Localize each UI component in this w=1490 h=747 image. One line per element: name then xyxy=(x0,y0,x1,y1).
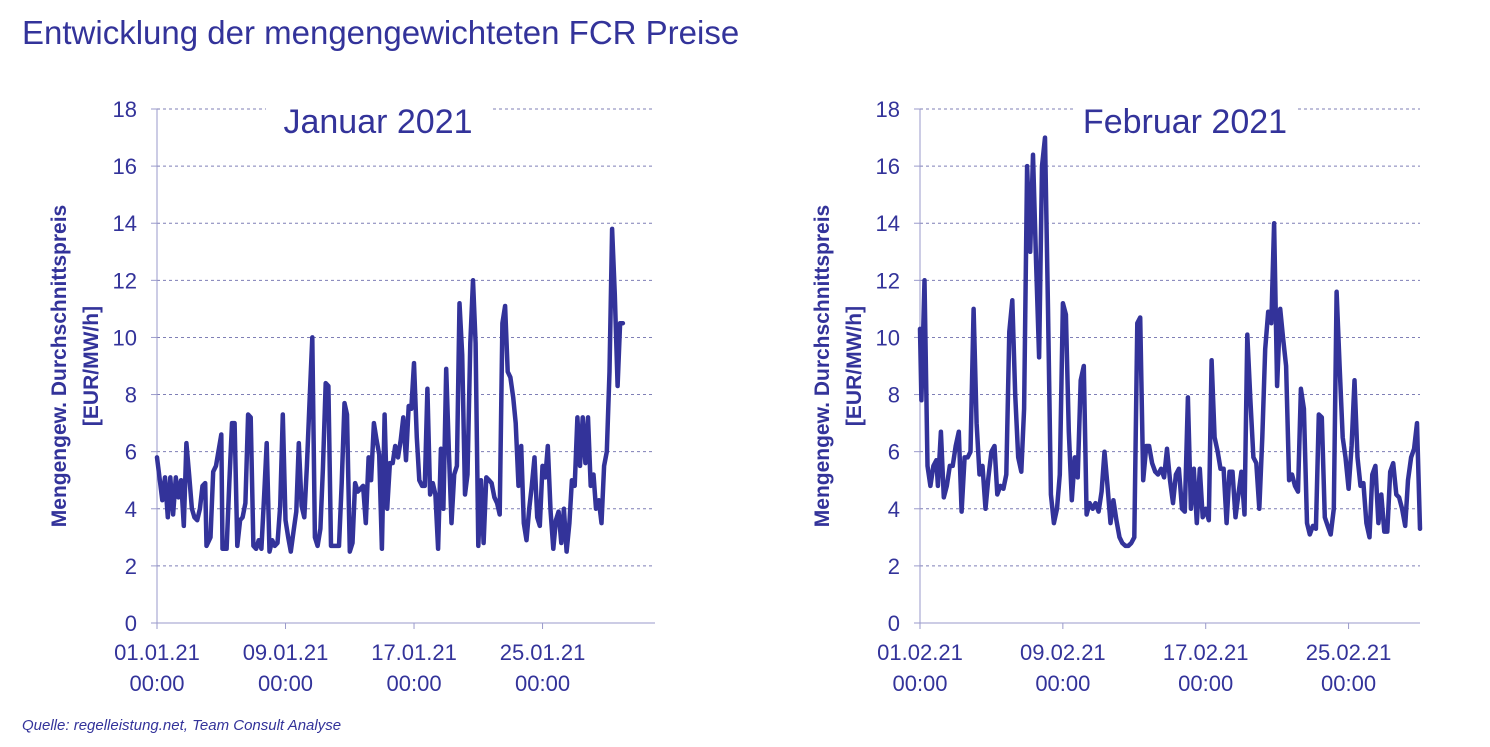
y-tick-label: 2 xyxy=(125,554,137,579)
x-tick-label-time: 00:00 xyxy=(129,671,184,696)
x-tick-label-time: 00:00 xyxy=(1321,671,1376,696)
y-tick-label: 12 xyxy=(876,268,900,293)
y-tick-label: 0 xyxy=(888,611,900,636)
x-tick-label-date: 01.02.21 xyxy=(877,640,963,665)
y-tick-label: 8 xyxy=(888,383,900,408)
series-line xyxy=(917,135,1423,549)
y-tick-label: 4 xyxy=(888,497,900,522)
y-tick-label: 16 xyxy=(113,154,137,179)
y-tick-label: 4 xyxy=(125,497,137,522)
chart-title: Februar 2021 xyxy=(1083,103,1287,141)
series-line xyxy=(154,226,626,554)
chart-title-backdrop xyxy=(266,103,490,147)
y-tick-label: 14 xyxy=(876,211,900,236)
y-tick-label: 0 xyxy=(125,611,137,636)
chart-title: Januar 2021 xyxy=(283,103,472,141)
x-tick-label-time: 00:00 xyxy=(258,671,313,696)
x-tick-label-time: 00:00 xyxy=(515,671,570,696)
x-tick-label-time: 00:00 xyxy=(892,671,947,696)
y-axis-label: Mengengew. Durchschnittspreis xyxy=(48,205,71,527)
x-tick-label-date: 25.01.21 xyxy=(500,640,586,665)
source-note: Quelle: regelleistung.net, Team Consult … xyxy=(22,717,342,734)
x-tick-label-date: 09.01.21 xyxy=(243,640,329,665)
y-tick-label: 10 xyxy=(876,325,900,350)
y-tick-label: 18 xyxy=(113,97,137,122)
y-tick-label: 2 xyxy=(888,554,900,579)
x-tick-label-time: 00:00 xyxy=(1035,671,1090,696)
x-tick-label-date: 17.02.21 xyxy=(1163,640,1249,665)
x-tick-label-time: 00:00 xyxy=(387,671,442,696)
y-tick-label: 14 xyxy=(113,211,137,236)
x-tick-label-date: 17.01.21 xyxy=(371,640,457,665)
x-tick-label-date: 25.02.21 xyxy=(1306,640,1392,665)
y-tick-label: 18 xyxy=(876,97,900,122)
x-tick-label-time: 00:00 xyxy=(1178,671,1233,696)
y-tick-label: 16 xyxy=(876,154,900,179)
x-tick-label-date: 09.02.21 xyxy=(1020,640,1106,665)
y-axis-label: Mengengew. Durchschnittspreis xyxy=(811,205,834,527)
y-tick-label: 12 xyxy=(113,268,137,293)
y-axis-unit: [EUR/MW/h] xyxy=(843,306,866,426)
x-tick-label-date: 01.01.21 xyxy=(114,640,200,665)
y-tick-label: 6 xyxy=(888,440,900,465)
y-tick-label: 8 xyxy=(125,383,137,408)
page-title: Entwicklung der mengengewichteten FCR Pr… xyxy=(22,14,740,51)
y-axis-unit: [EUR/MW/h] xyxy=(80,306,103,426)
y-tick-label: 10 xyxy=(113,325,137,350)
chart-title-backdrop xyxy=(1073,103,1297,147)
y-tick-label: 6 xyxy=(125,440,137,465)
